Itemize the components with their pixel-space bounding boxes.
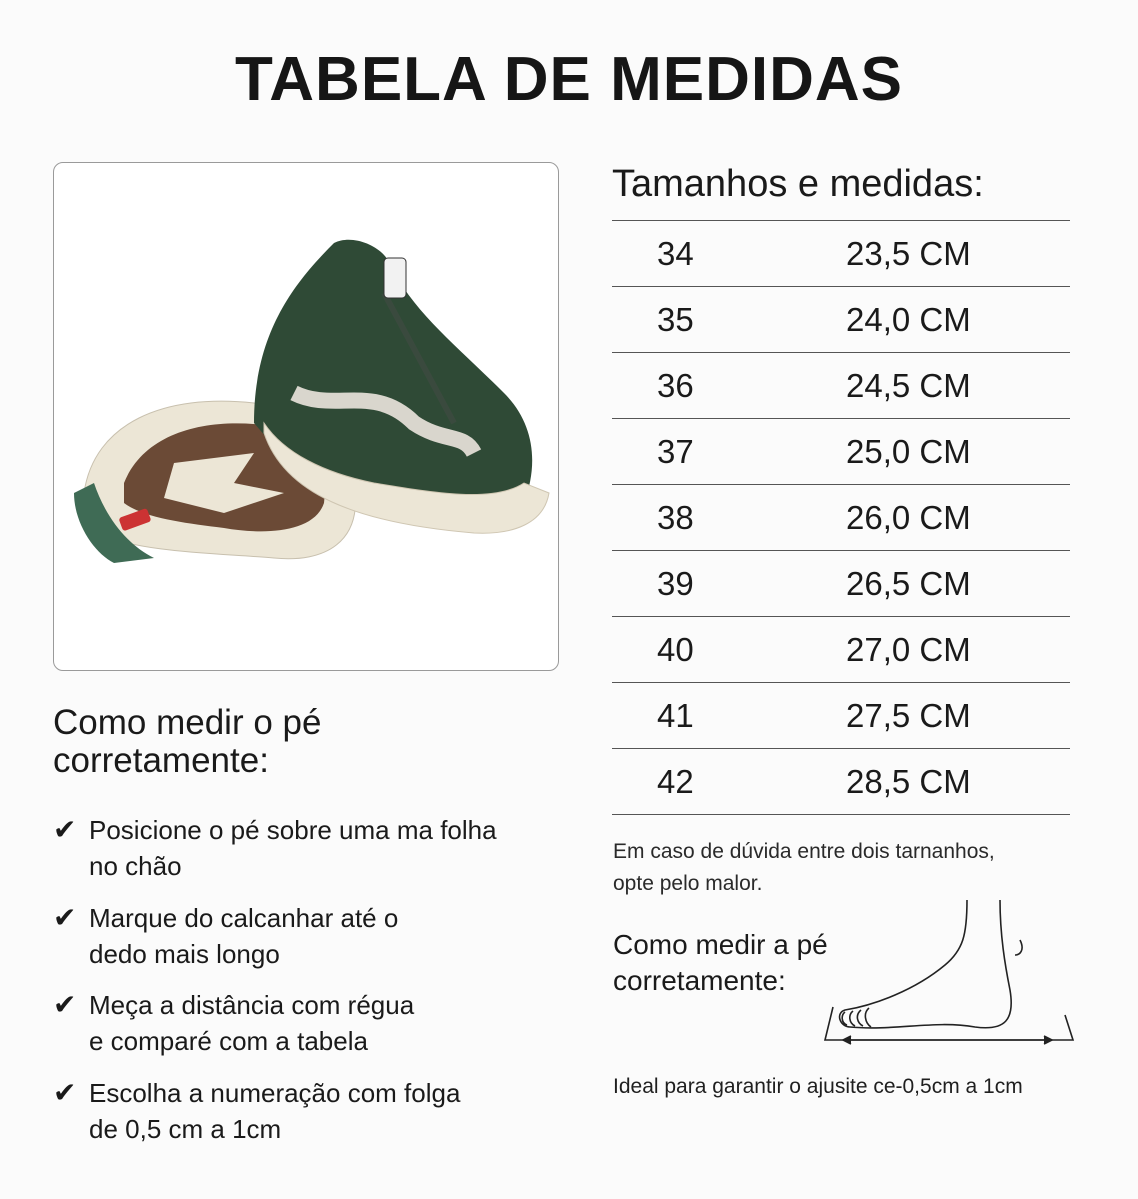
length-value: 27,5 CM [846,696,971,734]
howto-step: ✔ Posicione o pé sobre uma ma folha no chã… [53,812,497,884]
size-row: 36 24,5 CM [612,352,1070,418]
size-value: 39 [657,564,694,602]
howto-title: Como medir o pé corretamente: [53,704,321,780]
check-icon: ✔ [53,1077,77,1108]
size-value: 34 [657,234,694,272]
howto-title-line: corretamente: [53,741,269,780]
size-row: 40 27,0 CM [612,616,1070,682]
length-value: 23,5 CM [846,234,971,272]
check-icon: ✔ [53,989,77,1020]
check-icon: ✔ [53,902,77,933]
step-text: Marque do calcanhar até o [89,903,399,933]
howto-step: ✔ Meça a distância com régua e comparé com… [53,987,414,1059]
check-icon: ✔ [53,814,77,845]
size-row: 34 23,5 CM [612,220,1070,286]
length-value: 24,0 CM [846,300,971,338]
note-line: Em caso de dúvida entre dois tarnanhos, [613,840,995,863]
step-text: dedo mais longo [89,939,280,969]
size-row: 41 27,5 CM [612,682,1070,748]
step-text: Escolha a numeração com folga [89,1078,461,1108]
foot-title-line: Como medir a pé [613,929,828,960]
size-value: 38 [657,498,694,536]
size-row: 35 24,0 CM [612,286,1070,352]
size-value: 42 [657,762,694,800]
step-text: de 0,5 cm a 1cm [89,1114,282,1144]
size-value: 36 [657,366,694,404]
note-line: opte pelo malor. [613,872,763,895]
foot-diagram [823,899,1075,1045]
foot-title-line: corretamente: [613,965,786,996]
page-title: TABELA DE MEDIDAS [235,45,903,114]
table-title: Tamanhos e medidas: [612,163,984,205]
size-value: 40 [657,630,694,668]
size-table: 34 23,5 CM 35 24,0 CM 36 24,5 CM 37 25,0 CM 38 26… [612,220,1070,815]
size-value: 35 [657,300,694,338]
howto-step: ✔ Escolha a numeração com folga de 0,5 cm … [53,1075,460,1147]
length-value: 26,0 CM [846,498,971,536]
size-row: 39 26,5 CM [612,550,1070,616]
size-value: 41 [657,696,694,734]
product-photo [53,162,559,671]
length-value: 28,5 CM [846,762,971,800]
size-row: 37 25,0 CM [612,418,1070,484]
ideal-fit-text: Ideal para garantir o ajusite ce-0,5cm a… [613,1075,1023,1098]
size-value: 37 [657,432,694,470]
step-text: Posicione o pé sobre uma ma folha [89,815,497,845]
step-text: Meça a distância com régua [89,990,415,1020]
foot-section-title: Como medir a pé corretamente: [613,927,828,999]
step-text: e comparé com a tabela [89,1026,368,1056]
step-text: no chão [89,851,182,881]
howto-title-line: Como medir o pé [53,703,322,742]
size-note: Em caso de dúvida entre dois tarnanhos, … [613,836,995,900]
length-value: 25,0 CM [846,432,971,470]
length-value: 24,5 CM [846,366,971,404]
length-value: 27,0 CM [846,630,971,668]
length-value: 26,5 CM [846,564,971,602]
sneaker-image [74,239,550,563]
size-row: 42 28,5 CM [612,748,1070,815]
howto-step: ✔ Marque do calcanhar até o dedo mais long… [53,900,398,972]
size-row: 38 26,0 CM [612,484,1070,550]
